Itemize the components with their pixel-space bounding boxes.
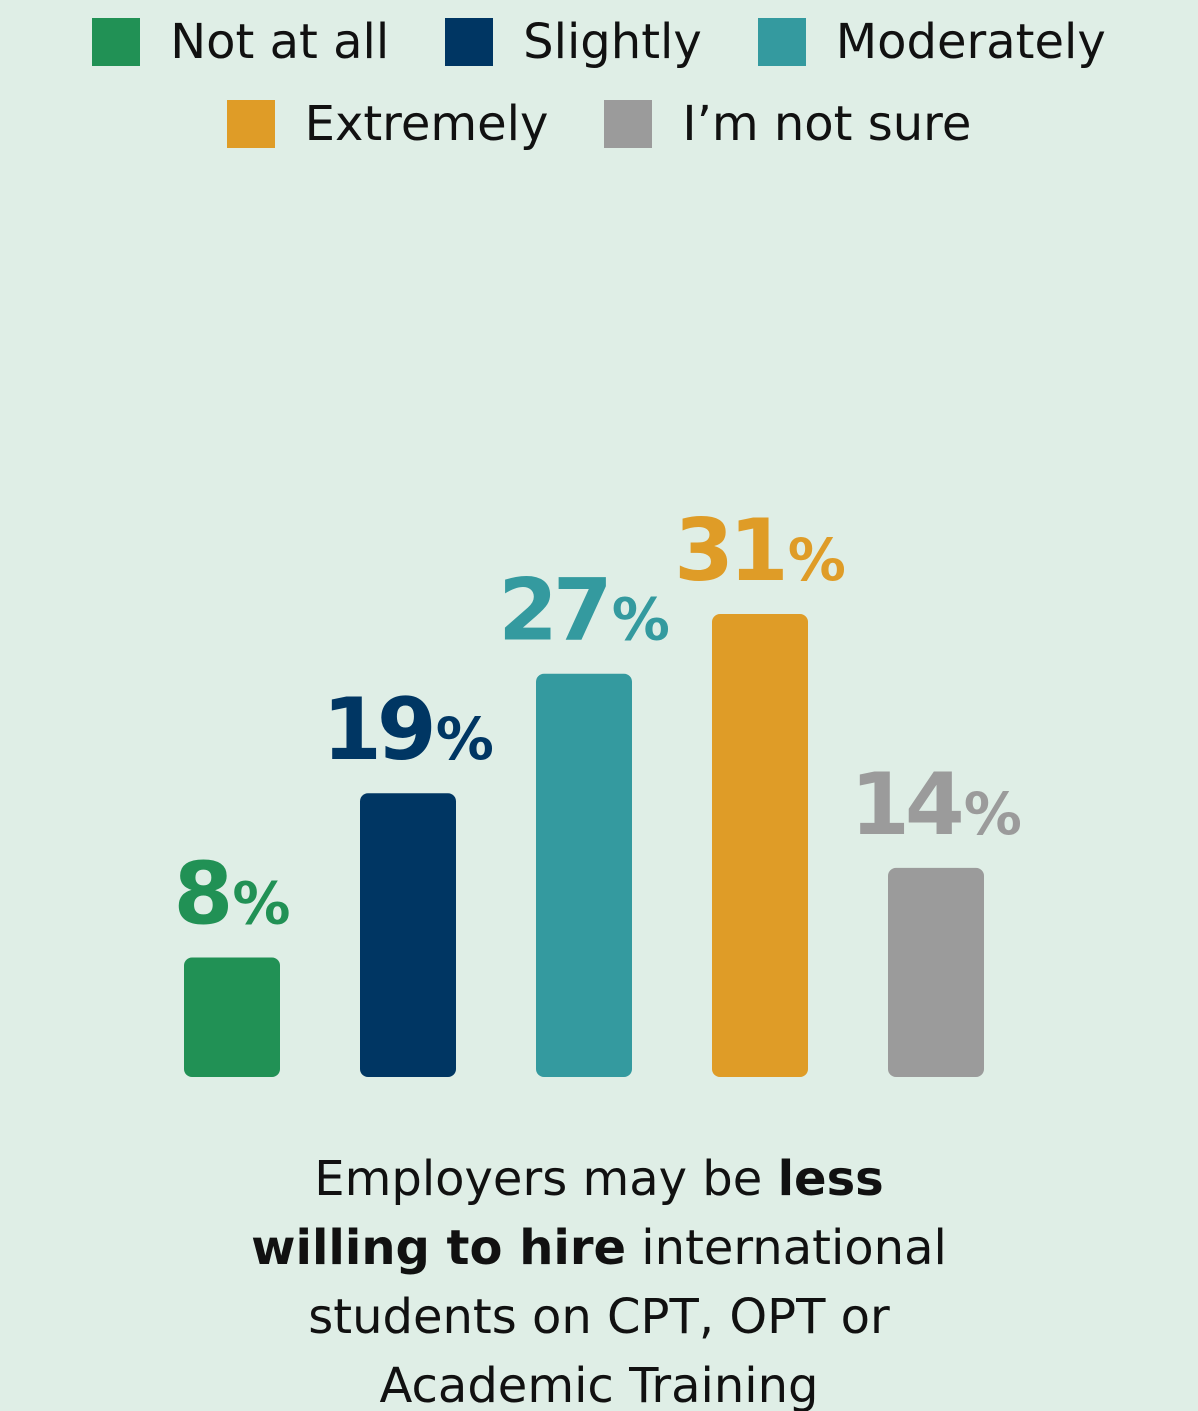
legend-item-extremely: Extremely xyxy=(226,96,549,152)
legend-label: Not at all xyxy=(170,14,390,70)
caption-text: international xyxy=(626,1220,947,1276)
legend-row-2: Extremely I’m not sure xyxy=(226,96,971,152)
data-label-moderately: 27% xyxy=(498,561,670,661)
caption-emphasis: willing to hire xyxy=(251,1220,627,1276)
caption-line-1: Employers may be less xyxy=(0,1145,1198,1214)
legend-label: Moderately xyxy=(835,14,1106,70)
legend-swatch xyxy=(226,100,275,148)
legend-item-not-sure: I’m not sure xyxy=(604,96,971,152)
legend-item-slightly: Slightly xyxy=(445,14,702,70)
data-label-not-at-all: 8% xyxy=(174,845,291,945)
caption-text: Employers may be xyxy=(314,1151,778,1207)
caption-line-4: Academic Training xyxy=(379,1358,819,1411)
legend-label: Slightly xyxy=(523,14,702,70)
data-label-slightly: 19% xyxy=(322,680,494,780)
legend-label: Extremely xyxy=(304,96,549,152)
chart-caption: Employers may be less willing to hire in… xyxy=(0,1145,1198,1411)
bar-moderately xyxy=(536,673,632,1077)
legend-item-moderately: Moderately xyxy=(757,14,1106,70)
bar-not-at-all xyxy=(184,957,280,1077)
legend-swatch xyxy=(92,18,141,66)
legend-item-not-at-all: Not at all xyxy=(92,14,389,70)
legend-label: I’m not sure xyxy=(682,96,972,152)
bar-extremely xyxy=(712,614,808,1077)
legend-swatch xyxy=(604,100,653,148)
caption-line-3: students on CPT, OPT or xyxy=(308,1289,890,1345)
bar-i-m-not-sure xyxy=(888,867,984,1077)
caption-line-2: willing to hire international xyxy=(0,1214,1198,1283)
caption-emphasis: less xyxy=(777,1151,884,1207)
bar-slightly xyxy=(360,793,456,1077)
data-label-extremely: 31% xyxy=(674,501,846,601)
legend-swatch xyxy=(445,18,494,66)
legend: Not at all Slightly Moderately Extremely… xyxy=(0,14,1198,152)
data-label-i-m-not-sure: 14% xyxy=(850,755,1022,855)
legend-swatch xyxy=(757,18,806,66)
legend-row-1: Not at all Slightly Moderately xyxy=(92,14,1106,70)
